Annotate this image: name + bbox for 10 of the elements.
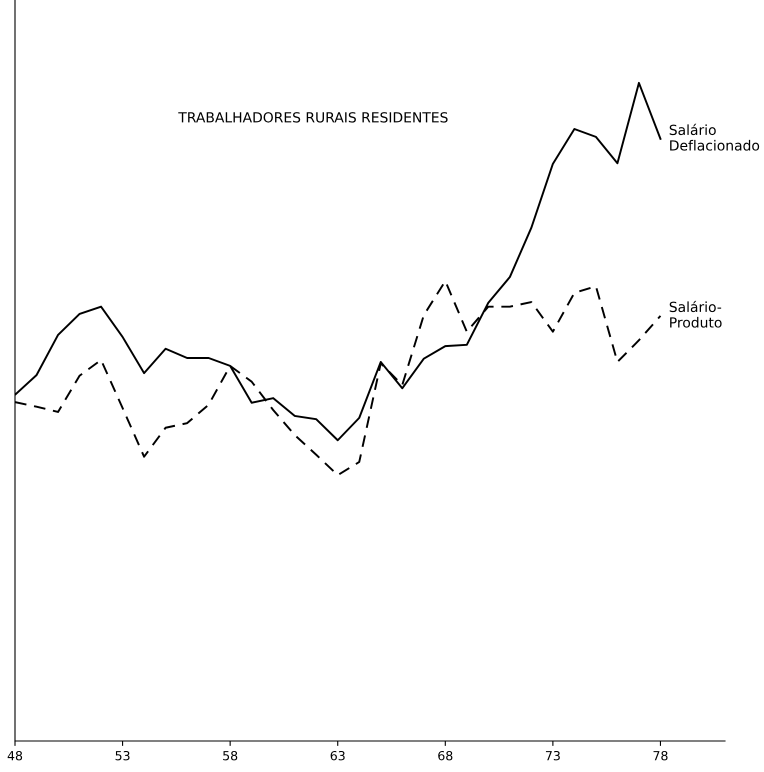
x-tick-label: 73 xyxy=(546,750,560,760)
x-tick-label: 78 xyxy=(654,750,668,760)
series-label: Salário- Produto xyxy=(670,300,722,328)
series-label: Salário Deflacionado xyxy=(670,124,760,151)
x-tick-label: 53 xyxy=(116,750,130,760)
x-tick-label: 63 xyxy=(330,750,345,760)
x-tick-label: 48 xyxy=(8,750,22,760)
text: TRABALHADORES RURAIS RESIDENTES xyxy=(178,112,448,123)
x-tick-label: 58 xyxy=(223,750,238,760)
x-tick-label: 68 xyxy=(438,750,452,760)
